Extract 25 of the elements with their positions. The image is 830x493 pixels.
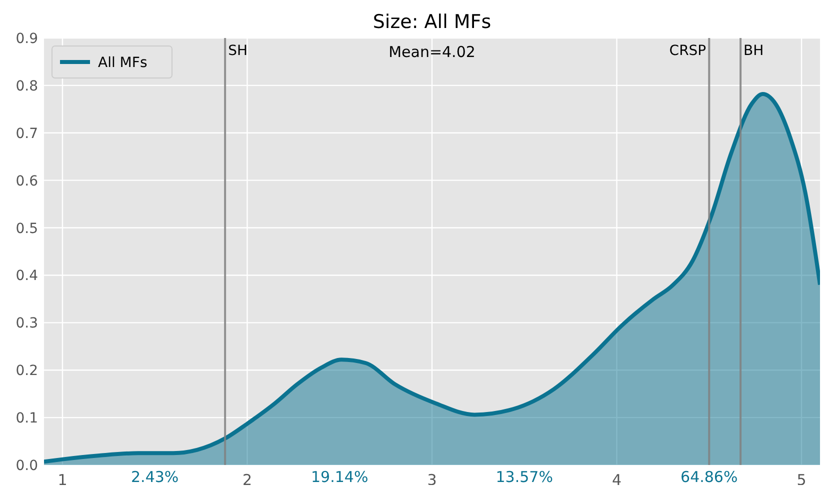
y-tick-label: 0.0 bbox=[16, 458, 38, 474]
y-tick-label: 0.8 bbox=[16, 78, 38, 94]
text: 64.86% bbox=[680, 468, 738, 486]
text: 19.14% bbox=[311, 468, 368, 486]
annotation: Mean=4.02 bbox=[388, 43, 476, 61]
text: 2.43% bbox=[131, 468, 179, 486]
y-tick-label: 0.9 bbox=[16, 31, 38, 47]
ref-line-label: SH bbox=[228, 43, 248, 59]
text: 13.57% bbox=[496, 468, 553, 486]
x-tick-label: 4 bbox=[612, 471, 622, 489]
legend-label: All MFs bbox=[98, 55, 148, 71]
y-tick-label: 0.7 bbox=[16, 126, 38, 142]
y-tick-label: 0.5 bbox=[16, 220, 38, 237]
x-tick-label: 5 bbox=[796, 471, 806, 489]
y-tick-label: 0.6 bbox=[16, 173, 38, 190]
ref-line-label: BH bbox=[744, 43, 764, 59]
y-tick-label: 0.4 bbox=[16, 268, 38, 284]
ref-line-label: CRSP bbox=[669, 43, 706, 59]
x-tick-label: 2 bbox=[242, 471, 252, 489]
y-tick-label: 0.3 bbox=[16, 316, 38, 332]
y-tick-label: 0.2 bbox=[16, 363, 38, 380]
x-tick-label: 1 bbox=[58, 471, 68, 489]
x-tick-label: 3 bbox=[427, 471, 437, 489]
chart-title: Size: All MFs bbox=[372, 11, 492, 33]
y-tick-label: 0.1 bbox=[16, 410, 38, 427]
